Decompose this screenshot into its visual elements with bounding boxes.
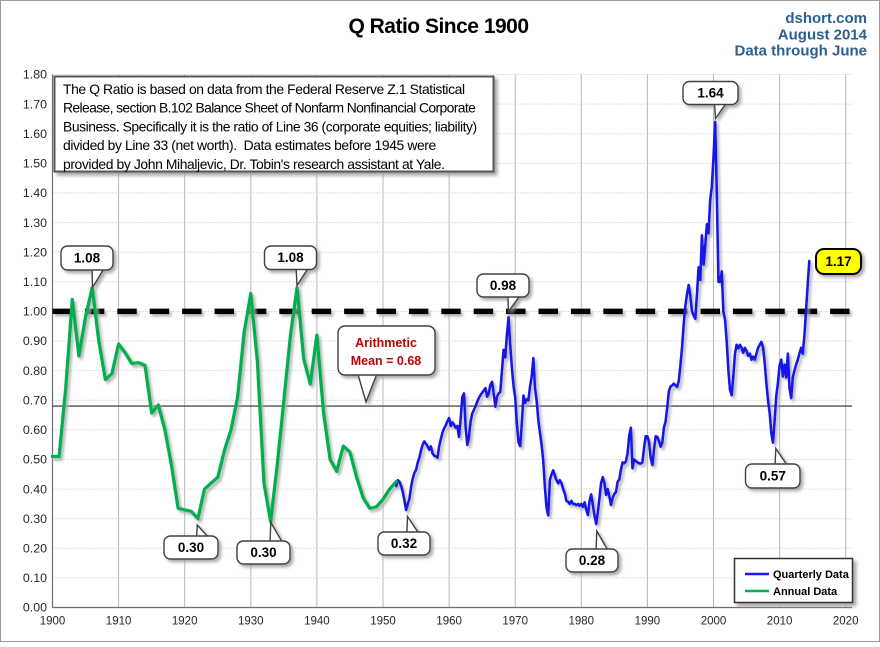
svg-text:1970: 1970 [502, 616, 528, 628]
svg-text:0.50: 0.50 [23, 453, 47, 467]
svg-text:Mean = 0.68: Mean = 0.68 [351, 354, 422, 368]
svg-text:0.70: 0.70 [23, 393, 47, 407]
svg-text:1900: 1900 [40, 616, 66, 628]
svg-text:1.08: 1.08 [277, 250, 304, 265]
svg-text:1.00: 1.00 [23, 305, 47, 319]
svg-text:1.30: 1.30 [23, 216, 47, 230]
svg-text:0.32: 0.32 [391, 536, 417, 551]
svg-text:1.70: 1.70 [23, 97, 47, 111]
svg-text:1940: 1940 [304, 616, 330, 628]
svg-text:August 2014: August 2014 [778, 26, 868, 43]
svg-text:0.20: 0.20 [23, 542, 47, 556]
svg-text:1930: 1930 [238, 616, 264, 628]
svg-text:1.40: 1.40 [23, 186, 47, 200]
svg-text:1.60: 1.60 [23, 127, 47, 141]
svg-text:1.10: 1.10 [23, 275, 47, 289]
svg-text:1.08: 1.08 [74, 250, 101, 265]
svg-text:0.30: 0.30 [23, 512, 47, 526]
svg-text:1980: 1980 [569, 616, 595, 628]
svg-text:2000: 2000 [701, 616, 727, 628]
svg-text:0.28: 0.28 [579, 553, 606, 568]
svg-text:0.80: 0.80 [23, 364, 47, 378]
svg-text:0.30: 0.30 [178, 540, 204, 555]
svg-text:1920: 1920 [172, 616, 198, 628]
svg-text:Q Ratio Since 1900: Q Ratio Since 1900 [348, 15, 528, 38]
svg-text:1.64: 1.64 [697, 85, 724, 100]
svg-text:1990: 1990 [635, 616, 661, 628]
svg-text:1.80: 1.80 [23, 68, 47, 82]
svg-text:divided by Line 33 (net worth): divided by Line 33 (net worth). Data est… [63, 137, 436, 153]
svg-text:Arithmetic: Arithmetic [355, 336, 417, 350]
svg-text:0.30: 0.30 [250, 545, 276, 560]
svg-text:1960: 1960 [436, 616, 462, 628]
svg-text:1950: 1950 [370, 616, 396, 628]
svg-text:0.57: 0.57 [760, 468, 786, 483]
svg-text:Annual Data: Annual Data [773, 586, 838, 598]
svg-text:The Q Ratio is based on data f: The Q Ratio is based on data from the Fe… [63, 81, 465, 97]
svg-text:0.98: 0.98 [490, 278, 517, 293]
svg-text:Release, section B.102 Balance: Release, section B.102 Balance Sheet of … [63, 100, 476, 116]
svg-text:Business. Specifically it is t: Business. Specifically it is the ratio o… [63, 118, 477, 134]
svg-text:2010: 2010 [767, 616, 793, 628]
svg-text:1.50: 1.50 [23, 157, 47, 171]
svg-text:0.40: 0.40 [23, 482, 47, 496]
svg-text:1.20: 1.20 [23, 245, 47, 259]
svg-text:0.10: 0.10 [23, 571, 47, 585]
svg-text:provided by John Mihaljevic, D: provided by John Mihaljevic, Dr. Tobin's… [63, 156, 445, 172]
svg-text:0.00: 0.00 [23, 601, 47, 615]
svg-text:Data through June: Data through June [734, 43, 867, 60]
svg-text:2020: 2020 [833, 616, 859, 628]
svg-text:1910: 1910 [106, 616, 132, 628]
svg-text:dshort.com: dshort.com [785, 10, 867, 27]
svg-text:Quarterly Data: Quarterly Data [773, 569, 850, 581]
svg-text:0.90: 0.90 [23, 334, 47, 348]
svg-text:0.60: 0.60 [23, 423, 47, 437]
svg-text:1.17: 1.17 [825, 254, 851, 269]
